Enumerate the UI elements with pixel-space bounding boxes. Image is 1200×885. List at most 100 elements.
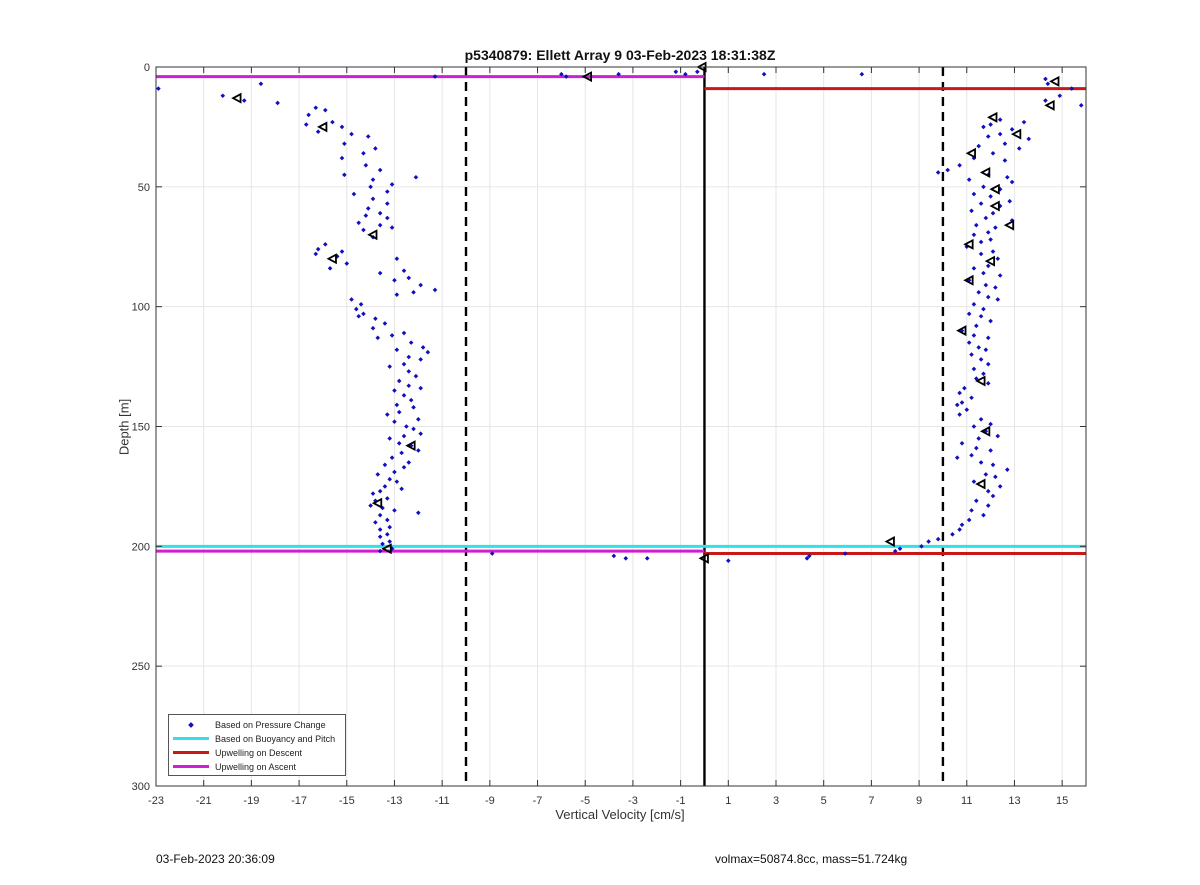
data-point: [976, 143, 981, 149]
data-point: [990, 493, 996, 499]
data-point: [761, 71, 767, 77]
data-point: [976, 289, 981, 295]
x-tick-label: -1: [676, 795, 686, 807]
chart-title: p5340879: Ellett Array 9 03-Feb-2023 18:…: [464, 47, 776, 63]
data-point: [385, 517, 390, 523]
data-point: [377, 222, 383, 228]
data-point: [978, 251, 984, 257]
x-tick-label: -15: [339, 795, 355, 807]
data-point: [413, 174, 419, 180]
x-tick-label: 15: [1056, 795, 1068, 807]
data-point: [993, 474, 998, 480]
data-point: [356, 220, 361, 226]
data-point: [411, 426, 416, 432]
x-tick-label: -11: [435, 795, 450, 807]
data-point: [623, 556, 629, 561]
data-point: [241, 98, 247, 103]
data-point: [611, 553, 617, 559]
data-point: [981, 184, 986, 190]
data-point: [313, 251, 319, 257]
y-tick-label: 250: [132, 661, 150, 673]
data-point: [1005, 174, 1010, 180]
data-point: [990, 150, 996, 156]
data-point: [892, 548, 898, 554]
data-point: [394, 479, 400, 484]
data-point: [673, 69, 679, 75]
data-point: [406, 460, 412, 465]
data-point: [315, 246, 321, 252]
data-point: [420, 345, 426, 350]
data-point: [361, 150, 366, 156]
data-point: [377, 548, 383, 554]
data-point: [971, 232, 977, 238]
legend-label: Based on Buoyancy and Pitch: [215, 734, 336, 744]
data-point: [971, 266, 977, 271]
data-point: [897, 546, 903, 552]
legend-item-pressure-change: Based on Pressure Change: [173, 718, 326, 732]
data-point: [275, 100, 280, 106]
data-point: [997, 203, 1003, 209]
data-point: [389, 225, 395, 230]
data-point: [377, 270, 383, 276]
y-axis-label: Depth [m]: [116, 398, 132, 456]
data-point: [1026, 136, 1032, 142]
axes: [155, 66, 1087, 787]
data-point: [997, 273, 1003, 278]
data-point: [373, 316, 378, 321]
data-point: [389, 333, 395, 338]
data-point: [306, 112, 311, 118]
data-point: [408, 340, 414, 345]
data-point: [392, 388, 397, 393]
data-point: [373, 146, 378, 151]
triangle-marker: [698, 552, 709, 564]
triangle-marker: [581, 71, 593, 83]
data-point: [1009, 179, 1015, 185]
x-tick-label: -13: [387, 795, 403, 807]
data-point: [695, 69, 700, 75]
data-point: [976, 345, 981, 350]
triangle-marker: [989, 200, 1000, 212]
data-point: [971, 479, 977, 484]
data-point: [997, 117, 1003, 123]
data-point: [370, 325, 376, 331]
y-tick-label: 100: [132, 302, 150, 314]
data-point: [985, 230, 991, 235]
data-point: [964, 407, 970, 413]
data-point: [1043, 76, 1048, 82]
data-point: [957, 527, 962, 532]
data-point: [387, 476, 392, 482]
data-point: [985, 335, 991, 341]
data-point: [997, 131, 1003, 137]
data-point: [644, 556, 650, 561]
data-point: [859, 71, 865, 77]
data-point: [349, 131, 354, 137]
data-point: [997, 484, 1003, 489]
x-axis-label: Vertical Velocity [cm/s]: [555, 807, 685, 822]
data-point: [389, 455, 395, 460]
data-point: [616, 71, 621, 77]
data-point: [954, 455, 960, 460]
triangle-marker: [1003, 219, 1015, 231]
data-point: [974, 376, 979, 381]
y-tick-label: 150: [132, 422, 150, 434]
data-point: [683, 71, 688, 77]
triangle-markers: [231, 61, 1060, 564]
data-point: [385, 412, 390, 417]
data-point: [425, 349, 431, 355]
data-point: [323, 242, 328, 247]
y-tick-label: 0: [144, 62, 150, 74]
data-point: [418, 385, 423, 391]
triangle-marker: [381, 543, 392, 555]
data-point: [1016, 146, 1022, 151]
data-point: [330, 119, 335, 125]
data-point: [339, 249, 345, 254]
data-point: [396, 378, 402, 384]
data-point: [978, 239, 984, 245]
data-point: [969, 352, 974, 357]
data-point: [342, 172, 347, 178]
data-point: [993, 285, 998, 290]
data-point: [1045, 81, 1051, 87]
data-point: [361, 311, 366, 317]
data-point: [726, 558, 731, 564]
data-point: [966, 340, 972, 345]
